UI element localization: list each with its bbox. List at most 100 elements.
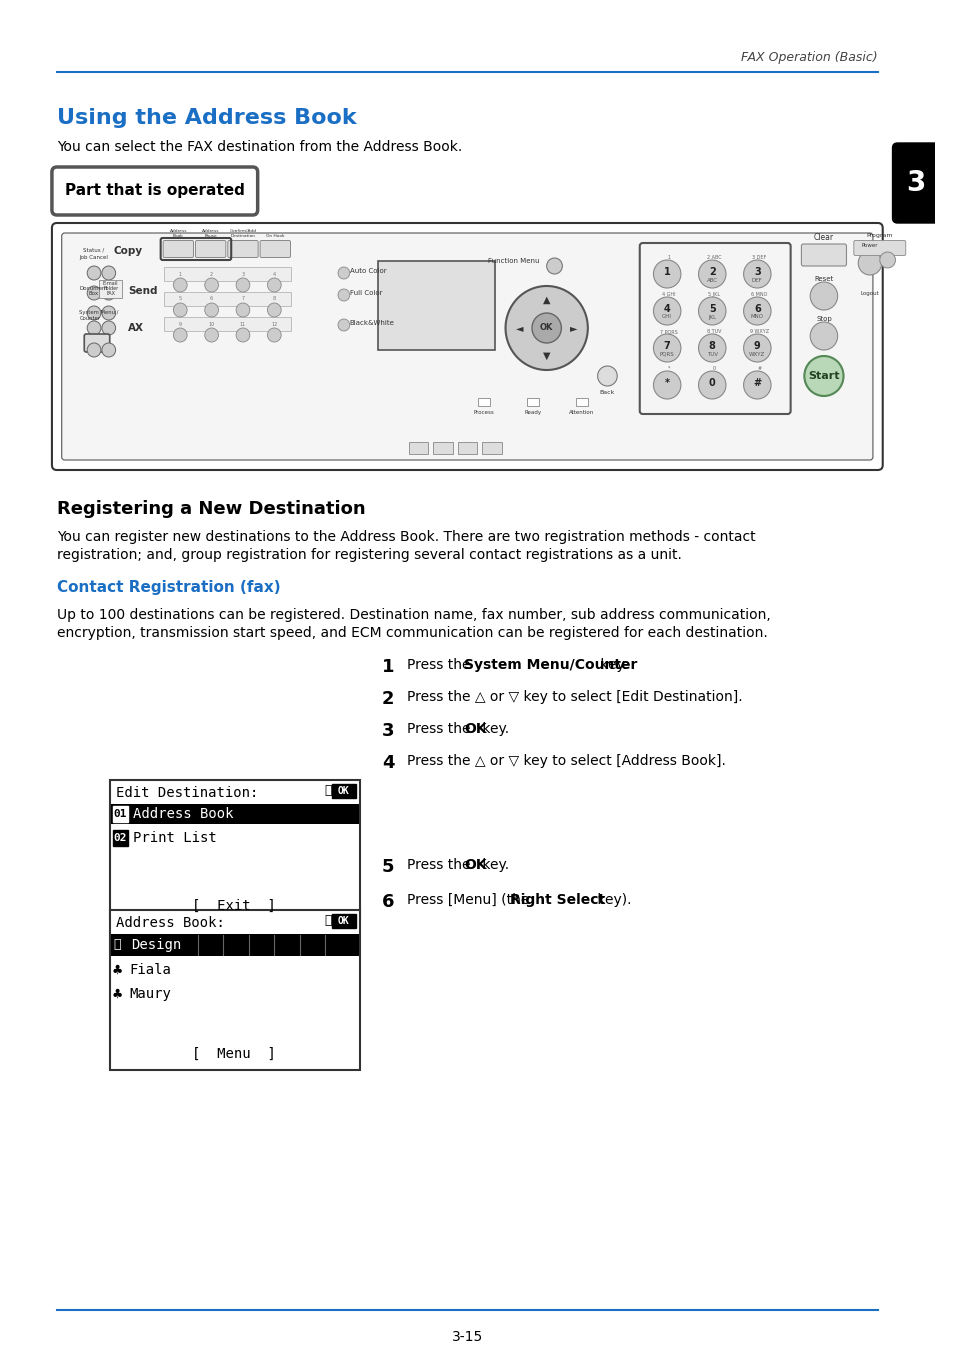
Text: You can register new destinations to the Address Book. There are two registratio: You can register new destinations to the… <box>57 531 755 544</box>
Text: 5 JKL: 5 JKL <box>707 292 720 297</box>
Text: Black&White: Black&White <box>350 320 395 325</box>
Text: key.: key. <box>477 722 508 736</box>
Circle shape <box>267 328 281 342</box>
Circle shape <box>205 328 218 342</box>
Circle shape <box>546 258 561 274</box>
Circle shape <box>173 302 187 317</box>
Text: JKL: JKL <box>707 315 716 320</box>
Text: 7: 7 <box>241 297 244 301</box>
Circle shape <box>102 343 115 356</box>
Text: 7 PQRS: 7 PQRS <box>659 329 678 333</box>
Text: Right Select: Right Select <box>509 892 604 907</box>
Text: ►: ► <box>570 323 578 333</box>
Text: Press the △ or ▽ key to select [Address Book].: Press the △ or ▽ key to select [Address … <box>406 755 724 768</box>
Text: WXYZ: WXYZ <box>748 351 764 356</box>
Circle shape <box>809 282 837 310</box>
FancyBboxPatch shape <box>163 240 193 258</box>
Circle shape <box>173 278 187 292</box>
Text: 3 DEF: 3 DEF <box>751 255 765 261</box>
Text: 9: 9 <box>178 321 182 327</box>
Text: OK: OK <box>539 324 553 332</box>
Circle shape <box>205 302 218 317</box>
Text: AX: AX <box>129 323 144 333</box>
Text: ABC: ABC <box>706 278 717 282</box>
Text: Print List: Print List <box>133 832 216 845</box>
FancyBboxPatch shape <box>164 317 291 331</box>
Text: #: # <box>753 378 760 387</box>
Text: OK: OK <box>463 859 486 872</box>
FancyBboxPatch shape <box>477 398 489 406</box>
Circle shape <box>653 333 680 362</box>
Circle shape <box>87 343 101 356</box>
Text: Back: Back <box>599 390 615 396</box>
Circle shape <box>87 306 101 320</box>
FancyBboxPatch shape <box>112 830 129 846</box>
FancyBboxPatch shape <box>195 240 226 258</box>
FancyBboxPatch shape <box>111 805 358 823</box>
Text: 1: 1 <box>178 271 182 277</box>
Circle shape <box>879 252 895 269</box>
Circle shape <box>698 371 725 400</box>
Text: 3: 3 <box>382 722 395 740</box>
Circle shape <box>742 261 770 288</box>
Text: Address Book:: Address Book: <box>115 917 224 930</box>
FancyBboxPatch shape <box>111 934 358 956</box>
Text: OK: OK <box>463 722 486 736</box>
Text: 4: 4 <box>273 271 275 277</box>
Circle shape <box>267 302 281 317</box>
Text: PQRS: PQRS <box>659 351 674 356</box>
Circle shape <box>102 286 115 300</box>
Text: Ready: Ready <box>524 410 541 414</box>
Circle shape <box>337 319 350 331</box>
Circle shape <box>698 261 725 288</box>
Text: Counter: Counter <box>79 316 100 321</box>
Text: 👥: 👥 <box>113 938 121 952</box>
FancyBboxPatch shape <box>332 914 355 927</box>
Circle shape <box>505 286 587 370</box>
FancyBboxPatch shape <box>51 167 257 215</box>
Circle shape <box>267 278 281 292</box>
Circle shape <box>102 321 115 335</box>
FancyBboxPatch shape <box>112 806 129 822</box>
Circle shape <box>653 261 680 288</box>
Text: ▼: ▼ <box>542 351 550 360</box>
Text: TUV: TUV <box>706 351 717 356</box>
Text: Confirm/Add
Destination: Confirm/Add Destination <box>229 230 256 238</box>
Text: Start: Start <box>807 371 839 381</box>
Text: Up to 100 destinations can be registered. Destination name, fax number, sub addr: Up to 100 destinations can be registered… <box>57 608 770 622</box>
Text: Folder: Folder <box>103 286 118 292</box>
Text: On Hook: On Hook <box>266 234 284 238</box>
Circle shape <box>653 297 680 325</box>
Text: ▲: ▲ <box>542 296 550 305</box>
Text: OK: OK <box>337 786 350 796</box>
Text: Process: Process <box>473 410 494 414</box>
Text: [  Exit  ]: [ Exit ] <box>193 899 275 913</box>
Text: 1: 1 <box>663 267 670 277</box>
Text: Press the: Press the <box>406 657 474 672</box>
Circle shape <box>235 302 250 317</box>
Text: OK: OK <box>337 917 350 926</box>
FancyBboxPatch shape <box>110 780 359 919</box>
Text: Press the: Press the <box>406 859 474 872</box>
Circle shape <box>337 267 350 279</box>
Text: 01: 01 <box>113 809 127 819</box>
Text: Power: Power <box>861 243 878 248</box>
Text: 4: 4 <box>382 755 395 772</box>
Text: Fiala: Fiala <box>130 963 171 977</box>
Text: ◄: ◄ <box>515 323 522 333</box>
Text: Address Book: Address Book <box>133 807 233 821</box>
Text: Press [Menu] (the: Press [Menu] (the <box>406 892 533 907</box>
Text: 2: 2 <box>708 267 715 277</box>
Text: 5: 5 <box>382 859 395 876</box>
Text: 9: 9 <box>753 342 760 351</box>
Circle shape <box>173 328 187 342</box>
Circle shape <box>87 321 101 335</box>
Text: ⭍: ⭍ <box>324 784 332 798</box>
Text: 12: 12 <box>271 321 277 327</box>
Text: *: * <box>664 378 669 387</box>
Text: Address
Pause: Address Pause <box>202 230 219 238</box>
FancyBboxPatch shape <box>527 398 538 406</box>
Text: Edit Destination:: Edit Destination: <box>115 786 257 801</box>
Text: Job Cancel: Job Cancel <box>79 255 109 261</box>
Text: Press the: Press the <box>406 722 474 736</box>
